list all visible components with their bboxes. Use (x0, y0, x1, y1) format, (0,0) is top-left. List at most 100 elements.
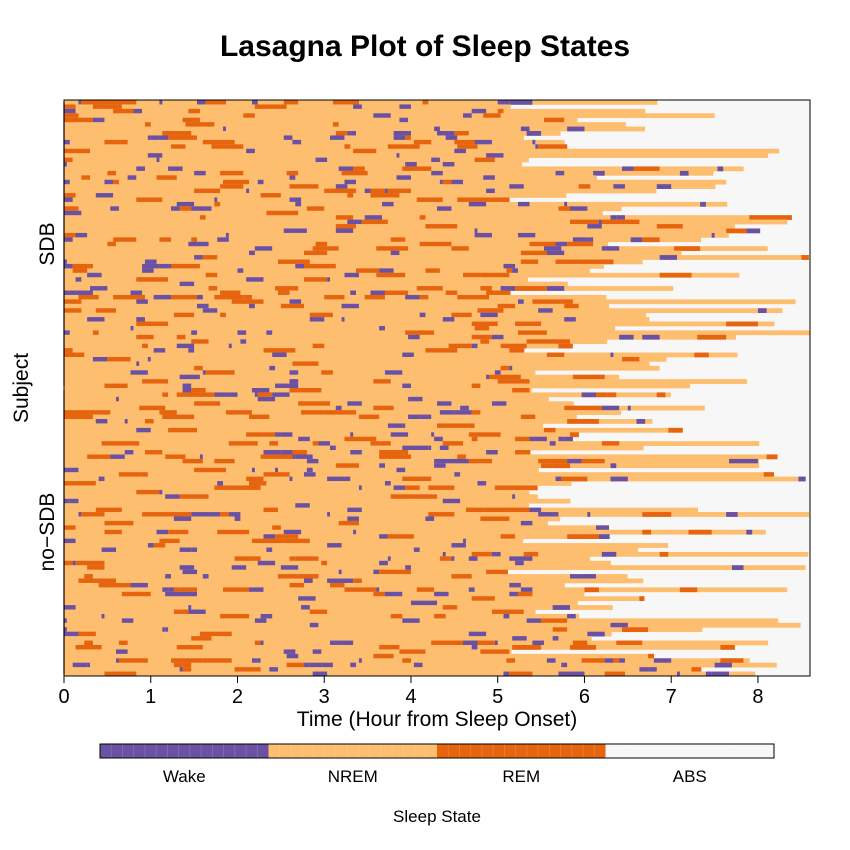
rem-segment (578, 184, 591, 189)
rem-segment (321, 560, 328, 566)
subject-row (64, 631, 612, 637)
rem-segment (477, 640, 495, 646)
rem-segment (266, 210, 299, 216)
wake-segment (379, 560, 383, 566)
rem-segment (477, 308, 504, 314)
wake-segment (225, 232, 229, 238)
wake-segment (491, 401, 507, 407)
nrem-segment (64, 170, 714, 176)
wake-segment (434, 458, 452, 464)
subject-row (64, 622, 801, 628)
wake-segment (165, 627, 169, 633)
wake-segment (448, 135, 458, 141)
wake-segment (335, 184, 348, 189)
wake-segment (182, 383, 192, 389)
rem-segment (564, 405, 571, 411)
wake-segment (147, 153, 163, 158)
rem-segment (555, 259, 585, 265)
wake-segment (136, 427, 151, 433)
wake-segment (64, 210, 82, 216)
subject-row (64, 658, 750, 664)
subject-row (64, 396, 549, 402)
rem-segment (312, 441, 319, 446)
rem-segment (538, 458, 550, 464)
rem-segment (633, 166, 660, 172)
rem-segment (549, 458, 568, 464)
wake-segment (130, 325, 134, 331)
rem-segment (561, 476, 588, 482)
wake-segment (587, 237, 594, 243)
legend-label-nrem: NREM (328, 767, 378, 786)
rem-segment (142, 512, 160, 517)
rem-segment (162, 392, 169, 398)
wake-segment (451, 543, 466, 548)
wake-segment (538, 512, 556, 517)
wake-segment (188, 348, 195, 353)
wake-segment (303, 472, 316, 477)
wake-segment (176, 201, 195, 207)
subject-row (64, 188, 657, 194)
rem-segment (607, 392, 617, 398)
wake-segment (197, 303, 209, 309)
wake-segment (437, 206, 452, 212)
heatmap-layer (63, 99, 811, 677)
rem-segment (697, 334, 727, 340)
rem-segment (104, 383, 128, 389)
nrem-segment (64, 445, 644, 451)
nrem-segment (64, 627, 703, 633)
rem-segment (370, 441, 391, 446)
rem-segment (494, 485, 510, 491)
wake-segment (64, 259, 67, 265)
subject-row (64, 423, 544, 429)
wake-segment (570, 574, 582, 579)
rem-segment (471, 596, 495, 602)
wake-segment (474, 139, 492, 145)
wake-segment (289, 228, 307, 234)
nrem-segment (64, 631, 612, 637)
wake-segment (170, 206, 174, 212)
wake-segment (162, 587, 169, 593)
rem-segment (72, 268, 88, 274)
rem-segment (642, 529, 651, 535)
rem-segment (564, 303, 579, 309)
nrem-segment (64, 396, 549, 402)
wake-segment (298, 596, 316, 602)
wake-segment (384, 188, 388, 194)
nrem-segment (64, 188, 657, 194)
rem-segment (260, 193, 281, 198)
wake-segment (202, 574, 209, 579)
rem-segment (546, 352, 565, 358)
nrem-segment (64, 605, 613, 610)
wake-segment (315, 157, 328, 163)
wake-segment (263, 450, 281, 455)
rem-segment (64, 193, 76, 198)
nrem-segment (64, 286, 674, 291)
wake-segment (78, 100, 82, 105)
subject-row (64, 450, 531, 455)
rem-segment (419, 215, 426, 220)
wake-segment (526, 618, 542, 624)
rem-segment (471, 334, 492, 340)
wake-segment (344, 179, 357, 185)
subject-row (64, 343, 573, 349)
rem-segment (674, 246, 701, 251)
wake-segment (512, 636, 527, 641)
wake-segment (558, 671, 571, 677)
legend-layer: Wake NREM REM ABS Sleep State (99, 743, 775, 826)
subject-row (64, 308, 783, 314)
wake-segment (520, 587, 533, 593)
wake-segment (517, 299, 524, 305)
wake-segment (341, 640, 354, 646)
wake-segment (64, 605, 76, 610)
wake-segment (399, 104, 411, 110)
wake-segment (237, 330, 247, 336)
nrem-segment (64, 427, 683, 433)
nrem-segment (64, 379, 748, 384)
wake-segment (286, 653, 299, 659)
nrem-segment (64, 560, 611, 566)
rem-segment (506, 268, 513, 274)
wake-segment (546, 250, 565, 256)
wake-segment (153, 348, 166, 353)
wake-segment (598, 534, 610, 539)
rem-segment (373, 379, 391, 384)
